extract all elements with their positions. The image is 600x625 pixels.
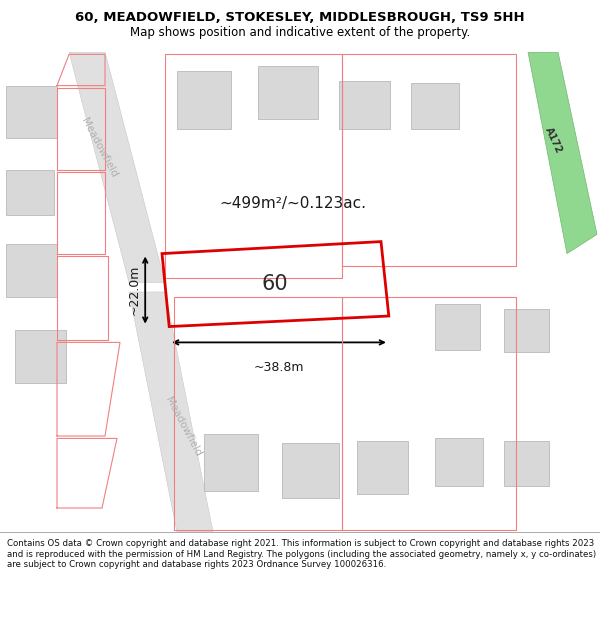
Text: Map shows position and indicative extent of the property.: Map shows position and indicative extent… bbox=[130, 26, 470, 39]
Bar bbox=[435, 304, 480, 349]
Text: ~22.0m: ~22.0m bbox=[127, 265, 140, 315]
Bar bbox=[339, 81, 390, 129]
Text: A172: A172 bbox=[544, 126, 564, 156]
Polygon shape bbox=[129, 292, 213, 532]
Bar bbox=[435, 438, 483, 486]
Bar bbox=[504, 309, 549, 352]
Text: Meadowfield: Meadowfield bbox=[163, 395, 203, 458]
Bar bbox=[204, 434, 258, 491]
Polygon shape bbox=[69, 52, 165, 282]
Text: Meadowfield: Meadowfield bbox=[79, 117, 119, 179]
Text: ~38.8m: ~38.8m bbox=[254, 361, 304, 374]
Bar bbox=[282, 443, 339, 498]
Bar bbox=[6, 169, 54, 215]
Bar bbox=[504, 441, 549, 486]
Bar bbox=[6, 244, 57, 297]
Bar bbox=[6, 86, 57, 138]
Text: 60: 60 bbox=[262, 274, 289, 294]
Polygon shape bbox=[528, 52, 597, 254]
Text: 60, MEADOWFIELD, STOKESLEY, MIDDLESBROUGH, TS9 5HH: 60, MEADOWFIELD, STOKESLEY, MIDDLESBROUG… bbox=[75, 11, 525, 24]
Bar bbox=[15, 331, 66, 383]
Bar bbox=[177, 71, 231, 129]
Bar bbox=[258, 66, 318, 119]
Text: ~499m²/~0.123ac.: ~499m²/~0.123ac. bbox=[219, 196, 366, 211]
Text: Contains OS data © Crown copyright and database right 2021. This information is : Contains OS data © Crown copyright and d… bbox=[7, 539, 596, 569]
Bar bbox=[357, 441, 408, 494]
Bar bbox=[411, 83, 459, 129]
